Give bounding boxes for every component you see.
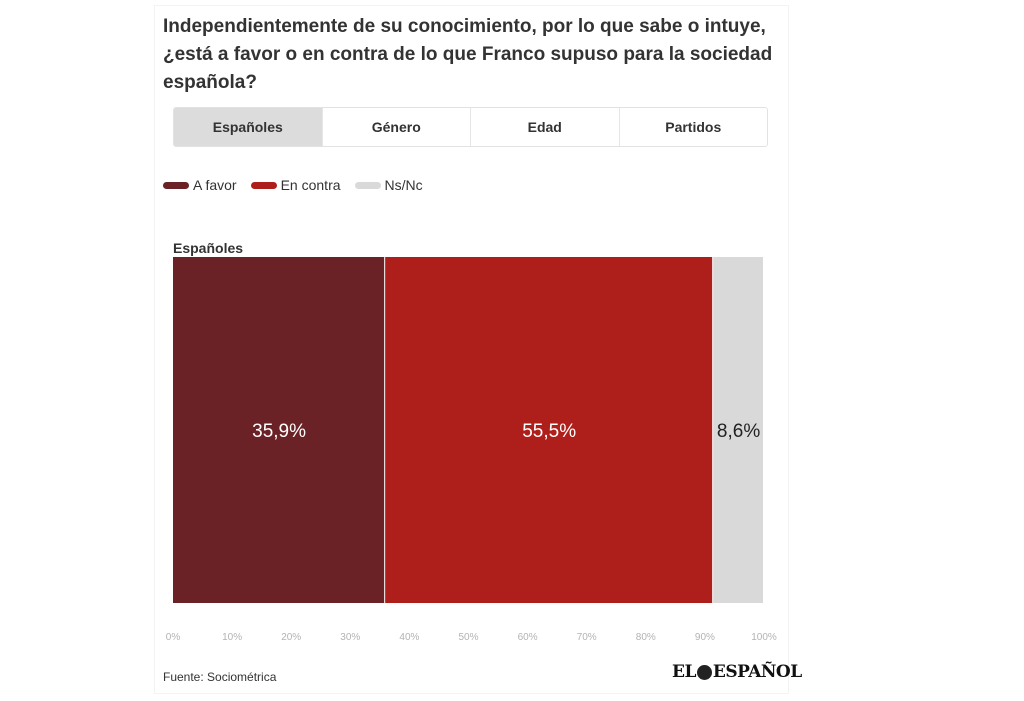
legend-swatch-ns-nc	[354, 181, 381, 189]
legend-item-a-favor[interactable]: A favor	[163, 177, 237, 193]
tab-genero[interactable]: Género	[322, 108, 471, 146]
legend-label-ns-nc: Ns/Nc	[384, 177, 423, 193]
tab-bar: Españoles Género Edad Partidos	[173, 107, 768, 147]
bar-label-en-contra: 55,5%	[522, 421, 576, 442]
bar-label-ns-nc: 8,6%	[717, 421, 760, 442]
x-tick-label: 40%	[399, 632, 419, 643]
bar-ns-nc[interactable]	[713, 257, 763, 603]
x-tick-label: 80%	[636, 632, 656, 643]
category-label: Españoles	[173, 240, 243, 256]
legend-swatch-en-contra	[250, 181, 277, 189]
legend-label-a-favor: A favor	[193, 177, 237, 193]
bar-en-contra[interactable]	[385, 257, 713, 603]
bar-label-a-favor: 35,9%	[252, 421, 306, 442]
chart-title: Independientemente de su conocimiento, p…	[163, 16, 773, 93]
tab-partidos[interactable]: Partidos	[619, 108, 767, 146]
x-tick-label: 30%	[340, 632, 360, 643]
legend-item-en-contra[interactable]: En contra	[250, 177, 341, 193]
x-tick-label: 70%	[577, 632, 597, 643]
bar-a-favor[interactable]	[173, 257, 385, 603]
x-tick-label: 10%	[222, 632, 242, 643]
legend-item-ns-nc[interactable]: Ns/Nc	[354, 177, 423, 193]
x-tick-label: 50%	[458, 632, 478, 643]
logo-text-el: EL	[672, 662, 696, 682]
x-tick-label: 100%	[751, 632, 777, 643]
tab-edad[interactable]: Edad	[471, 108, 620, 146]
el-espanol-logo: EL ESPAÑOL	[672, 662, 802, 682]
lion-icon	[696, 664, 712, 680]
x-tick-label: 60%	[518, 632, 538, 643]
x-tick-label: 0%	[166, 632, 181, 643]
tab-espanoles[interactable]: Españoles	[174, 108, 323, 146]
source-note: Fuente: Sociométrica	[163, 670, 277, 684]
x-tick-label: 90%	[695, 632, 715, 643]
legend-swatch-a-favor	[163, 181, 189, 189]
legend: A favor En contra Ns/Nc	[163, 175, 437, 195]
x-tick-label: 20%	[281, 632, 301, 643]
legend-label-en-contra: En contra	[280, 177, 341, 193]
logo-text-espanol: ESPAÑOL	[712, 662, 802, 682]
